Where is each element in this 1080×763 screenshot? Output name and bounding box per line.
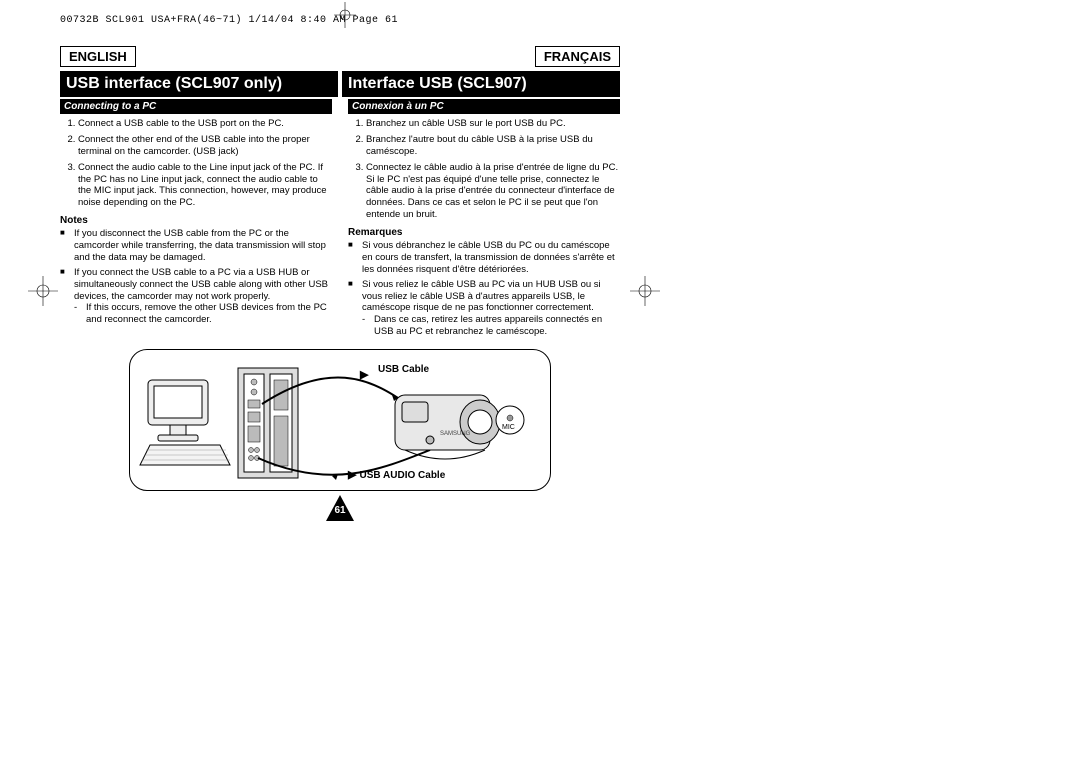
arrow-icon: ▶ bbox=[360, 368, 368, 381]
page-number: 61 bbox=[326, 505, 354, 516]
column-english: Connecting to a PC Connect a USB cable t… bbox=[60, 99, 340, 341]
connection-diagram: SAMSUNG USB Cable ▶ USB AUDIO Cable MIC … bbox=[129, 349, 551, 491]
diagram-svg: SAMSUNG bbox=[130, 350, 550, 490]
note-en: If you disconnect the USB cable from the… bbox=[60, 228, 332, 264]
notes-label-fr: Remarques bbox=[348, 227, 620, 238]
note-fr: Si vous débranchez le câble USB du PC ou… bbox=[348, 240, 620, 276]
step-en: Connect a USB cable to the USB port on t… bbox=[78, 118, 332, 130]
usb-audio-cable-label: ▶ USB AUDIO Cable bbox=[348, 468, 445, 481]
two-column-body: Connecting to a PC Connect a USB cable t… bbox=[60, 99, 620, 341]
steps-list-fr: Branchez un câble USB sur le port USB du… bbox=[348, 118, 620, 221]
step-fr: Branchez l'autre bout du câble USB à la … bbox=[366, 134, 620, 158]
step-fr: Connectez le câble audio à la prise d'en… bbox=[366, 162, 620, 221]
crop-mark-left bbox=[28, 276, 58, 306]
steps-list-en: Connect a USB cable to the USB port on t… bbox=[60, 118, 332, 209]
mic-label: MIC bbox=[502, 424, 515, 431]
manual-page: 00732B SCL901 USA+FRA(46~71) 1/14/04 8:4… bbox=[60, 15, 620, 575]
usb-cable-label: USB Cable bbox=[378, 364, 429, 375]
subnote-fr: Dans ce cas, retirez les autres appareil… bbox=[362, 314, 620, 338]
title-left: USB interface (SCL907 only) bbox=[60, 71, 338, 97]
section-head-fr: Connexion à un PC bbox=[348, 99, 620, 114]
step-fr: Branchez un câble USB sur le port USB du… bbox=[366, 118, 620, 130]
page-number-badge: 61 bbox=[326, 495, 354, 521]
title-right: Interface USB (SCL907) bbox=[342, 71, 620, 97]
language-english: ENGLISH bbox=[60, 46, 136, 67]
print-header: 00732B SCL901 USA+FRA(46~71) 1/14/04 8:4… bbox=[60, 15, 620, 26]
subnote-en: If this occurs, remove the other USB dev… bbox=[74, 302, 332, 326]
notes-list-en: If you disconnect the USB cable from the… bbox=[60, 228, 332, 326]
section-head-en: Connecting to a PC bbox=[60, 99, 332, 114]
notes-list-fr: Si vous débranchez le câble USB du PC ou… bbox=[348, 240, 620, 338]
step-en: Connect the audio cable to the Line inpu… bbox=[78, 162, 332, 210]
column-francais: Connexion à un PC Branchez un câble USB … bbox=[340, 99, 620, 341]
connection-diagram-wrap: SAMSUNG USB Cable ▶ USB AUDIO Cable MIC … bbox=[60, 349, 620, 491]
title-row: USB interface (SCL907 only) Interface US… bbox=[60, 71, 620, 97]
note-fr: Si vous reliez le câble USB au PC via un… bbox=[348, 279, 620, 338]
language-row: ENGLISH FRANÇAIS bbox=[60, 46, 620, 67]
language-francais: FRANÇAIS bbox=[535, 46, 620, 67]
step-en: Connect the other end of the USB cable i… bbox=[78, 134, 332, 158]
notes-label-en: Notes bbox=[60, 215, 332, 226]
svg-text:SAMSUNG: SAMSUNG bbox=[440, 431, 471, 437]
note-en: If you connect the USB cable to a PC via… bbox=[60, 267, 332, 326]
crop-mark-right bbox=[630, 276, 660, 306]
